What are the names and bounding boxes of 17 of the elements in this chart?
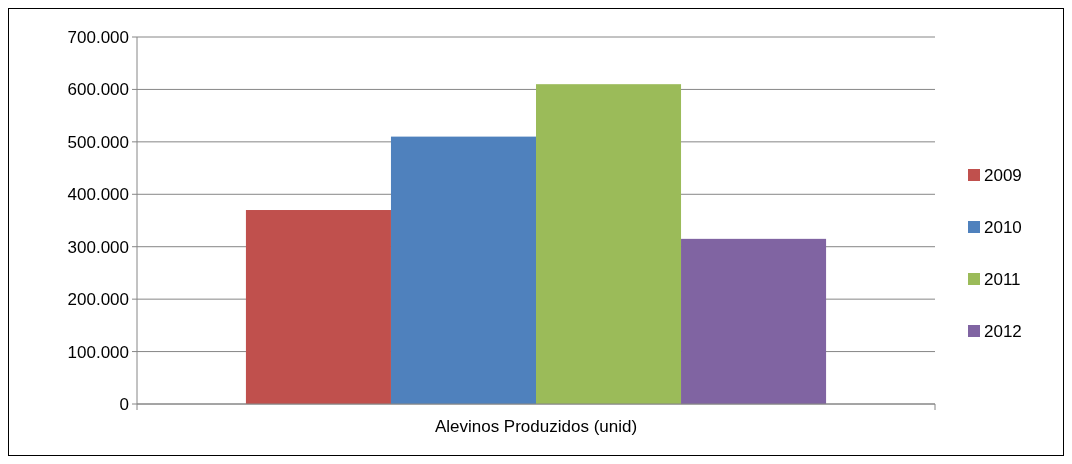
y-tick-label: 100.000 xyxy=(67,342,129,362)
legend-label: 2010 xyxy=(984,217,1022,237)
y-tick-label: 700.000 xyxy=(67,27,129,47)
bar xyxy=(681,238,827,404)
y-tick-label: 200.000 xyxy=(67,290,129,310)
legend-label: 2009 xyxy=(984,165,1022,185)
bar xyxy=(390,136,536,404)
y-tick-label: 0 xyxy=(119,394,129,414)
y-tick-label: 400.000 xyxy=(67,185,129,205)
bar xyxy=(536,84,682,404)
bar xyxy=(245,210,391,404)
legend-label: 2011 xyxy=(984,269,1021,289)
x-tick-label: Alevinos Produzidos (unid) xyxy=(434,417,638,436)
legend-label: 2012 xyxy=(984,321,1022,341)
y-tick-label: 600.000 xyxy=(67,80,129,100)
y-tick-label: 300.000 xyxy=(67,237,129,257)
y-tick-label: 500.000 xyxy=(67,132,129,152)
